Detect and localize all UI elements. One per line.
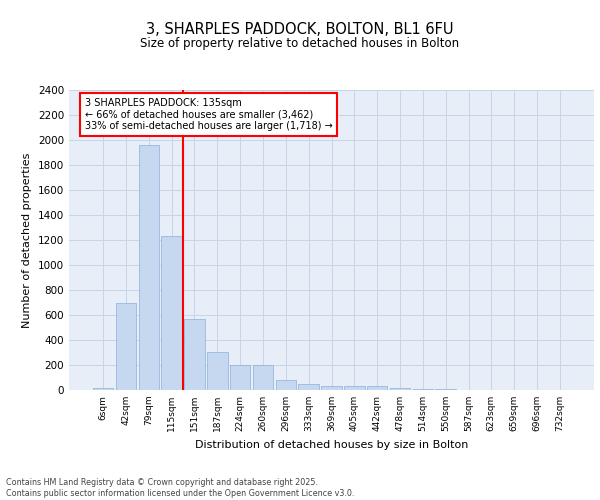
Bar (116, 302, 136, 390)
Bar (230, 365, 250, 390)
Bar (390, 388, 410, 390)
Text: 3, SHARPLES PADDOCK, BOLTON, BL1 6FU: 3, SHARPLES PADDOCK, BOLTON, BL1 6FU (146, 22, 454, 38)
Text: Contains HM Land Registry data © Crown copyright and database right 2025.
Contai: Contains HM Land Registry data © Crown c… (6, 478, 355, 498)
Bar (184, 319, 205, 390)
Bar (321, 386, 342, 390)
Bar (344, 386, 365, 390)
X-axis label: Distribution of detached houses by size in Bolton: Distribution of detached houses by size … (195, 440, 468, 450)
Bar (367, 386, 388, 390)
Bar (207, 352, 227, 390)
Bar (161, 236, 182, 390)
Bar (93, 388, 113, 390)
Y-axis label: Number of detached properties: Number of detached properties (22, 152, 32, 328)
Bar (253, 365, 273, 390)
Bar (298, 384, 319, 390)
Text: Size of property relative to detached houses in Bolton: Size of property relative to detached ho… (140, 38, 460, 51)
Bar (275, 380, 296, 390)
Bar (139, 145, 159, 390)
Text: 3 SHARPLES PADDOCK: 135sqm
← 66% of detached houses are smaller (3,462)
33% of s: 3 SHARPLES PADDOCK: 135sqm ← 66% of deta… (85, 98, 332, 130)
